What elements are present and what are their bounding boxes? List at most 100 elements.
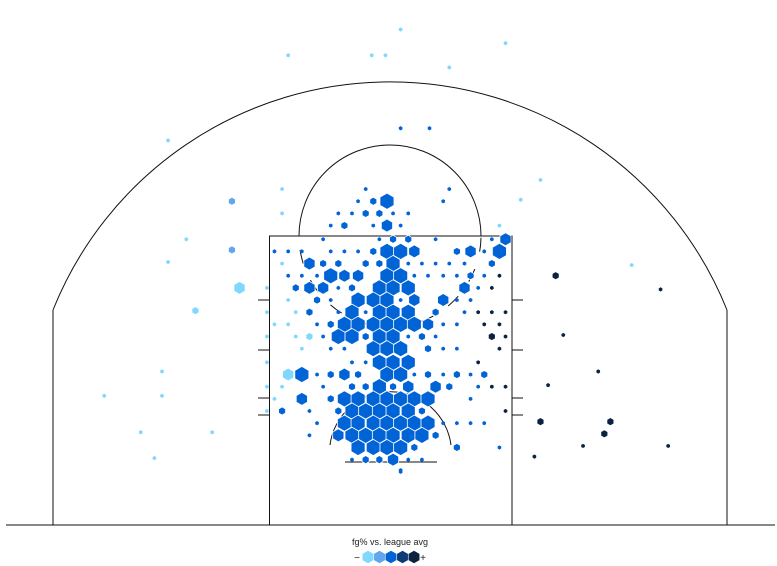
hexbin <box>389 234 397 244</box>
legend-swatch <box>362 550 374 564</box>
hexbin <box>307 433 312 438</box>
hexbin <box>336 211 341 216</box>
hexbin <box>445 382 454 392</box>
hexbin <box>303 256 316 271</box>
hexbin <box>406 261 411 266</box>
hexbin <box>338 367 351 382</box>
hexbin <box>278 406 286 416</box>
hexbin <box>492 242 507 260</box>
hexbin <box>400 353 416 371</box>
hexbin <box>300 346 304 351</box>
hexbin <box>412 372 417 377</box>
hexbin <box>420 390 436 408</box>
hexbin <box>342 346 347 351</box>
hexbin <box>666 443 670 449</box>
hexbin <box>455 322 459 327</box>
hexbin <box>406 315 422 333</box>
hexbin <box>210 430 214 435</box>
hexbin <box>420 457 424 462</box>
hexbin <box>282 367 295 382</box>
legend-title: fg% vs. league avg <box>352 537 428 547</box>
hexbin <box>408 244 421 259</box>
hexbin <box>365 438 381 457</box>
hexbin <box>490 237 494 242</box>
hexbin <box>581 443 585 449</box>
hexbin <box>487 259 496 269</box>
hexbin <box>363 310 368 315</box>
hexbin <box>191 306 200 316</box>
hexbin <box>286 53 290 58</box>
hexbin <box>166 259 170 265</box>
legend-swatch <box>385 550 397 564</box>
hexbin <box>354 370 362 380</box>
lane-ticks <box>258 299 523 416</box>
hexbin <box>464 244 477 259</box>
hexbin <box>476 384 480 389</box>
hexbin <box>330 327 346 346</box>
hexbin <box>490 285 494 290</box>
hexbin <box>518 197 523 202</box>
hexbin <box>332 428 345 443</box>
hexbin <box>421 317 435 332</box>
hexbin <box>293 334 298 339</box>
hexbin <box>328 223 333 228</box>
hexbin <box>476 360 480 365</box>
hexbin <box>303 280 316 295</box>
hexbin <box>375 208 384 218</box>
hexbin <box>441 199 446 204</box>
hexbin <box>551 271 560 281</box>
hexbin <box>326 370 335 380</box>
hexbin <box>468 372 473 377</box>
hexbin <box>561 332 566 338</box>
hexbin <box>305 307 314 317</box>
hexbin <box>272 322 277 327</box>
hexbin <box>369 53 374 58</box>
hexbin <box>305 332 314 342</box>
hexbin <box>476 285 480 290</box>
hexbin <box>361 382 370 392</box>
hexbin <box>404 234 413 244</box>
hexbin <box>280 186 284 192</box>
hexbin <box>160 393 164 398</box>
three-point-arc <box>52 81 728 311</box>
hexbin <box>441 372 446 377</box>
hexbin <box>293 310 298 315</box>
hexbin <box>377 237 382 242</box>
hexbin <box>424 370 432 380</box>
hexbin <box>393 340 409 358</box>
hexbin <box>433 261 438 266</box>
hexbin <box>391 211 395 216</box>
hexbin <box>400 279 416 297</box>
hexbin <box>356 249 360 254</box>
hexbin <box>458 280 471 295</box>
hexbin <box>606 417 615 427</box>
hexbin <box>503 334 508 339</box>
hexbin <box>476 310 480 315</box>
hexbin <box>352 268 365 283</box>
hexbin <box>265 285 269 290</box>
hexbin <box>286 273 290 278</box>
hexbin <box>340 221 349 231</box>
hexbin <box>503 384 508 389</box>
hexbin <box>468 396 473 401</box>
hexbin <box>363 360 368 365</box>
hexbin <box>361 259 370 269</box>
hexbin <box>336 285 341 290</box>
hexbin <box>321 334 325 339</box>
hexbin <box>348 382 356 392</box>
hexbin <box>321 384 325 389</box>
hexbin <box>307 408 312 414</box>
hexbin <box>350 211 354 216</box>
hexbin <box>398 126 403 131</box>
hexbin <box>447 186 452 192</box>
legend-swatch <box>374 550 385 564</box>
hexbin <box>480 370 489 380</box>
hexbin <box>398 297 403 303</box>
hexbin <box>300 273 304 278</box>
hexbin <box>452 370 461 380</box>
hexbin <box>313 295 321 305</box>
hexbin <box>441 322 446 327</box>
hexbin <box>315 372 319 377</box>
hexbin <box>272 396 277 401</box>
hexbin <box>420 261 424 266</box>
